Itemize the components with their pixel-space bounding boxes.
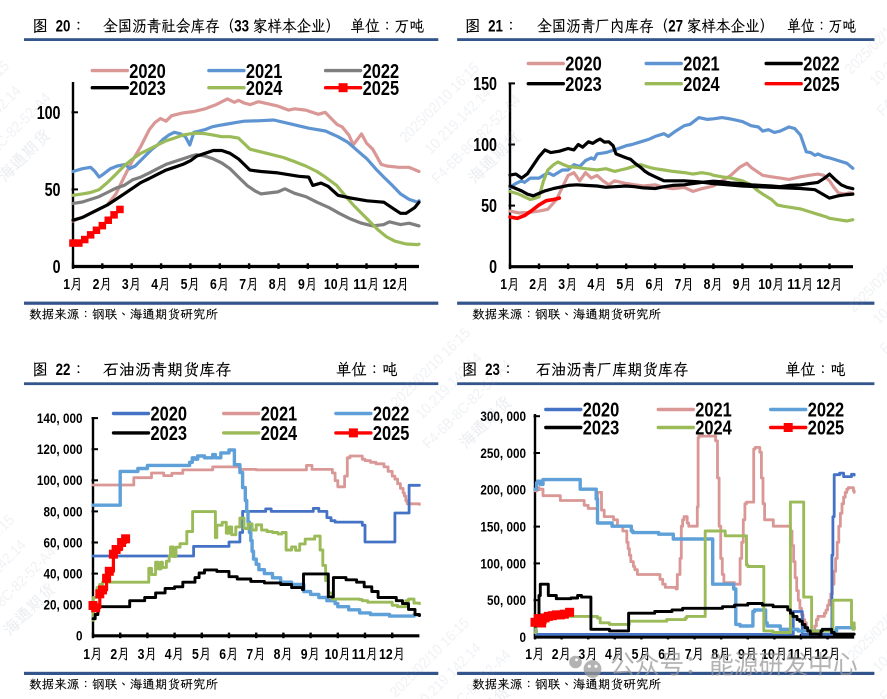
svg-text:2023: 2023 [151, 422, 188, 445]
svg-text:3: 3 [558, 276, 565, 293]
svg-text:7: 7 [675, 276, 682, 293]
svg-text:100, 000: 100, 000 [37, 472, 83, 488]
svg-text:60, 000: 60, 000 [44, 534, 83, 550]
svg-text:10: 10 [324, 276, 338, 293]
svg-text:1: 1 [63, 276, 70, 293]
svg-text:2020: 2020 [583, 399, 620, 422]
svg-text:9: 9 [301, 646, 308, 663]
svg-text:2: 2 [110, 646, 117, 663]
svg-text:7: 7 [685, 646, 692, 663]
svg-text:200, 000: 200, 000 [480, 482, 526, 498]
svg-text:2021: 2021 [695, 399, 732, 422]
svg-text:8: 8 [269, 276, 276, 293]
svg-text:100: 100 [473, 134, 497, 155]
svg-text:250, 000: 250, 000 [480, 445, 526, 461]
svg-text:2: 2 [552, 646, 559, 663]
svg-text:8: 8 [274, 646, 281, 663]
svg-text:2022: 2022 [363, 60, 400, 83]
svg-text:2025: 2025 [363, 77, 400, 100]
svg-text:0: 0 [489, 256, 497, 277]
svg-text:5: 5 [632, 646, 639, 663]
svg-text:2025: 2025 [803, 73, 840, 96]
svg-text:2023: 2023 [583, 417, 620, 440]
svg-text:8: 8 [704, 276, 711, 293]
svg-text:120, 000: 120, 000 [37, 441, 83, 457]
svg-text:2: 2 [93, 276, 100, 293]
svg-text:2022: 2022 [808, 399, 845, 422]
svg-text:11: 11 [787, 276, 801, 293]
svg-text:2020: 2020 [565, 53, 602, 76]
svg-text:80, 000: 80, 000 [44, 503, 83, 519]
svg-text:5: 5 [192, 646, 199, 663]
svg-text:33: 33 [234, 18, 249, 36]
svg-text:7: 7 [239, 276, 246, 293]
svg-text:2025: 2025 [808, 417, 845, 440]
svg-text:2022: 2022 [373, 403, 410, 426]
svg-text:12: 12 [816, 276, 830, 293]
svg-text:5: 5 [181, 276, 188, 293]
svg-text:2024: 2024 [246, 77, 283, 100]
svg-text:11: 11 [353, 276, 367, 293]
svg-text:10: 10 [325, 646, 339, 663]
svg-text:6: 6 [658, 646, 665, 663]
svg-text:20: 20 [56, 18, 71, 36]
svg-text:2025/02/10 16:15: 2025/02/10 16:15 [845, 230, 887, 316]
svg-text:0: 0 [520, 629, 527, 645]
svg-text:27: 27 [668, 18, 683, 36]
svg-text:23: 23 [485, 361, 500, 379]
svg-text:1: 1 [500, 276, 507, 293]
svg-text:12: 12 [383, 276, 397, 293]
svg-text:150, 000: 150, 000 [480, 519, 526, 535]
svg-text:4: 4 [587, 276, 594, 293]
svg-text:4: 4 [151, 276, 158, 293]
svg-text:2021: 2021 [246, 60, 283, 83]
svg-text:100, 000: 100, 000 [480, 555, 526, 571]
svg-text:3: 3 [122, 276, 129, 293]
svg-text:2021: 2021 [261, 403, 298, 426]
svg-text:2: 2 [529, 276, 536, 293]
svg-text:9: 9 [298, 276, 305, 293]
svg-text:0: 0 [53, 256, 61, 277]
svg-text:1: 1 [525, 646, 532, 663]
svg-text:40, 000: 40, 000 [44, 566, 83, 582]
svg-text:6: 6 [646, 276, 653, 293]
svg-text:50: 50 [481, 195, 497, 216]
svg-text:12: 12 [379, 646, 393, 663]
svg-text:50, 000: 50, 000 [487, 592, 526, 608]
svg-text:11: 11 [352, 646, 366, 663]
svg-text:5: 5 [616, 276, 623, 293]
svg-text:2025: 2025 [373, 422, 410, 445]
svg-text:150: 150 [473, 73, 497, 94]
svg-text:2022: 2022 [803, 53, 840, 76]
svg-text:0: 0 [76, 628, 83, 644]
svg-text:2021: 2021 [683, 53, 720, 76]
svg-text:10: 10 [758, 276, 772, 293]
svg-text:6: 6 [210, 276, 217, 293]
svg-text:9: 9 [738, 646, 745, 663]
svg-text:140, 000: 140, 000 [37, 410, 83, 426]
svg-text:300, 000: 300, 000 [480, 408, 526, 424]
svg-text:1: 1 [83, 646, 90, 663]
svg-text:4: 4 [605, 646, 612, 663]
svg-text:2024: 2024 [683, 73, 720, 96]
svg-text:2024: 2024 [695, 417, 732, 440]
svg-text:4: 4 [165, 646, 172, 663]
svg-text:2024: 2024 [261, 422, 298, 445]
svg-text:20, 000: 20, 000 [44, 597, 83, 613]
svg-text:21: 21 [488, 18, 503, 36]
svg-text:3: 3 [138, 646, 145, 663]
svg-text:2023: 2023 [129, 77, 166, 100]
svg-text:2023: 2023 [565, 73, 602, 96]
svg-text:50: 50 [45, 179, 61, 200]
svg-text:2020: 2020 [129, 60, 166, 83]
svg-text:2020: 2020 [151, 403, 188, 426]
svg-text:3: 3 [578, 646, 585, 663]
svg-text:6: 6 [219, 646, 226, 663]
svg-text:9: 9 [733, 276, 740, 293]
svg-text:100: 100 [37, 102, 61, 123]
svg-text:7: 7 [246, 646, 253, 663]
svg-text:22: 22 [56, 361, 71, 379]
